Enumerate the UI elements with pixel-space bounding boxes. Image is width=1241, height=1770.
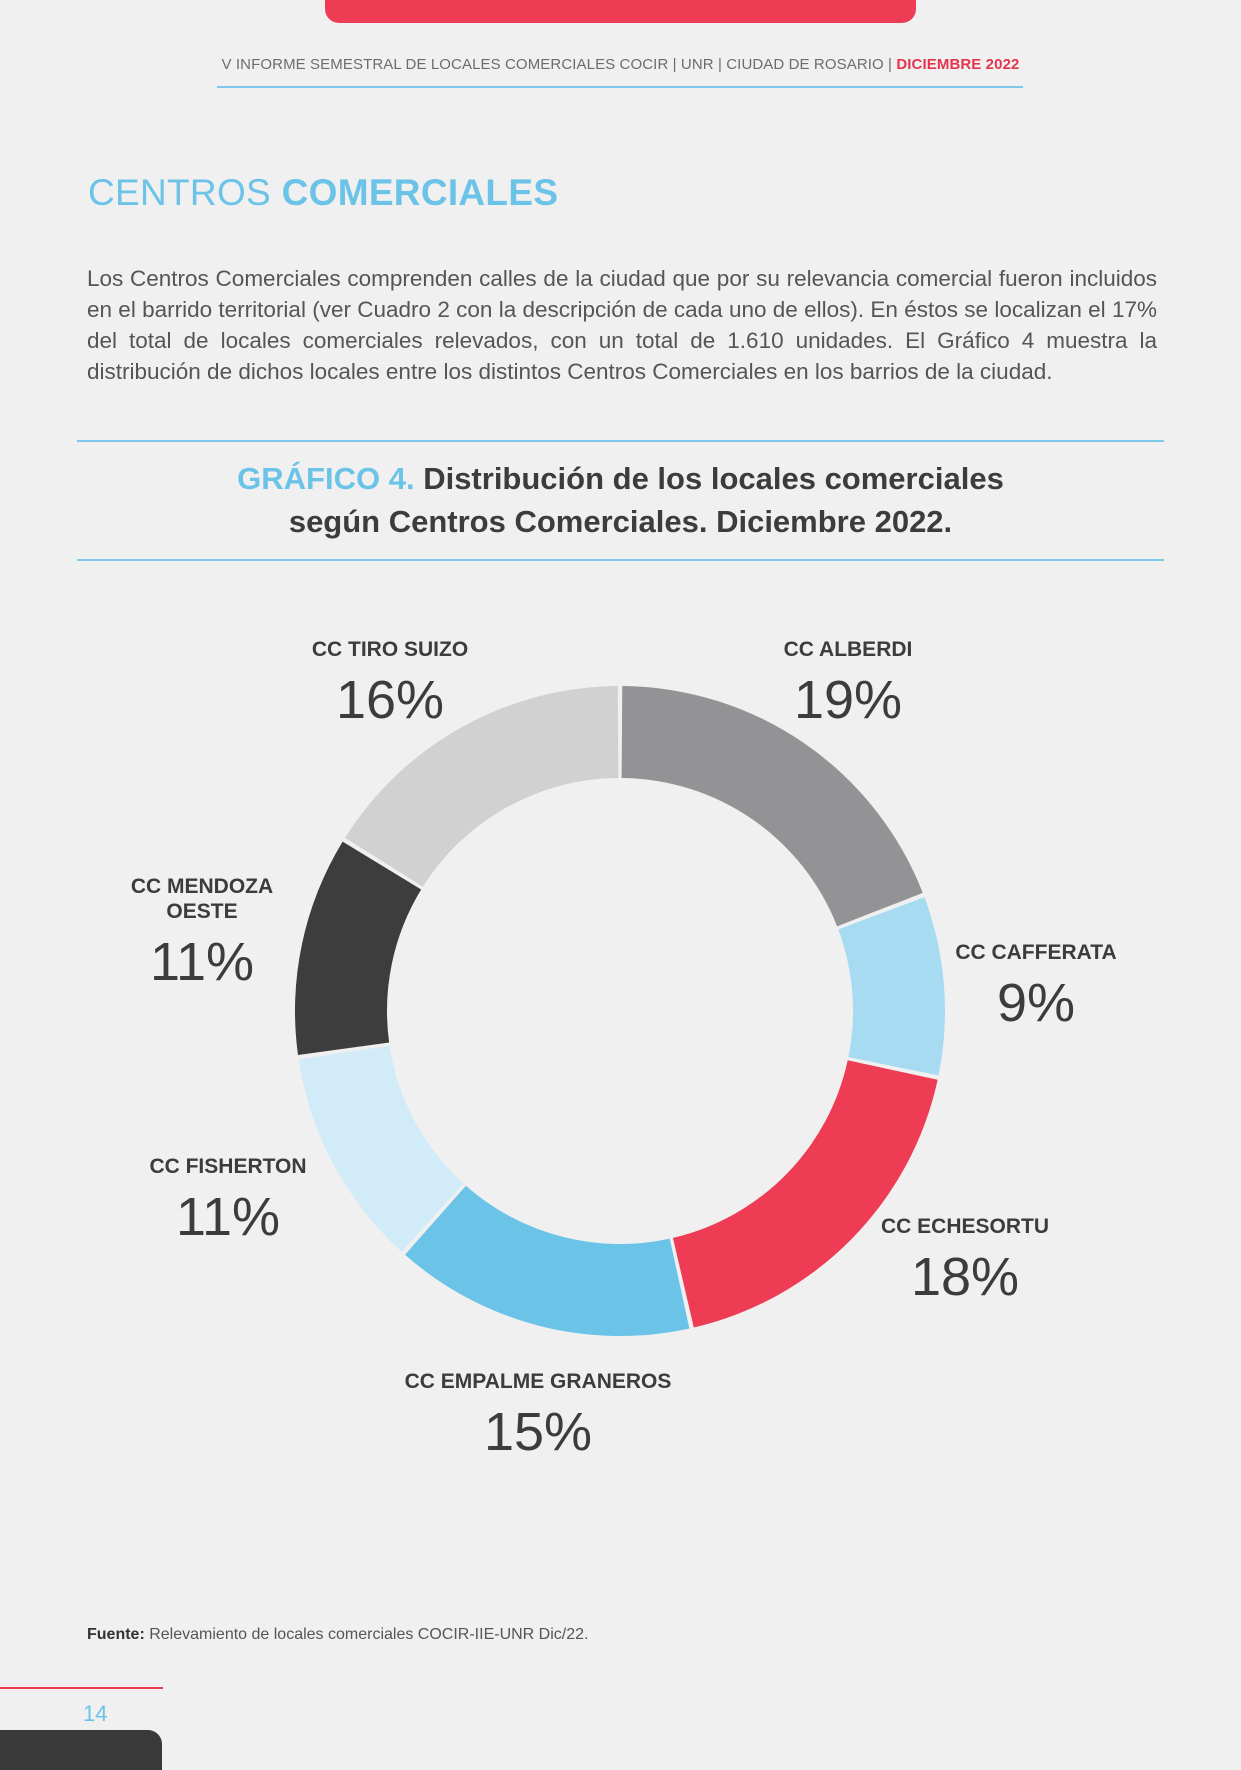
donut-slice-cc-tiro-suizo (345, 686, 619, 887)
page-number: 14 (83, 1701, 108, 1726)
section-title: CENTROS COMERCIALES (88, 172, 558, 214)
running-header-date: DICIEMBRE 2022 (896, 56, 1020, 73)
running-header: V INFORME SEMESTRAL DE LOCALES COMERCIAL… (0, 56, 1241, 73)
figure-title-line1: Distribución de los locales comerciales (414, 461, 1004, 496)
donut-slices (295, 686, 945, 1336)
donut-slice-cc-cafferata (838, 897, 945, 1076)
source-label: Fuente: (87, 1626, 145, 1643)
slice-category-label: CC EMPALME GRANEROS (405, 1370, 672, 1393)
header-divider (217, 86, 1023, 88)
figure-title-line2: según Centros Comerciales. Diciembre 202… (288, 504, 953, 539)
intro-paragraph: Los Centros Comerciales comprenden calle… (87, 266, 1157, 384)
slice-category-label: CC ECHESORTU (881, 1215, 1049, 1238)
bottom-decorative-tab (0, 1730, 162, 1770)
slice-percent-label: 16% (336, 670, 444, 730)
slice-category-label: CC FISHERTON (149, 1155, 306, 1178)
slice-category-label: CC TIRO SUIZO (312, 638, 468, 661)
slice-category-label: CC ALBERDI (784, 638, 913, 661)
section-title-light: CENTROS (88, 172, 282, 213)
footer-rule (0, 1687, 163, 1689)
donut-labels: CC ALBERDI 19% CC CAFFERATA 9% CC ECHESORTU 1… (131, 638, 1117, 1462)
figure-title: GRÁFICO 4. Distribución de los locales c… (0, 457, 1241, 543)
donut-slice-cc-echesortu (672, 1060, 938, 1328)
source-note: Fuente: Relevamiento de locales comercia… (87, 1626, 588, 1644)
figure-top-rule (77, 440, 1164, 442)
slice-percent-label: 11% (150, 932, 254, 992)
running-header-text: V INFORME SEMESTRAL DE LOCALES COMERCIAL… (221, 56, 893, 73)
slice-percent-label: 9% (997, 973, 1075, 1033)
slice-percent-label: 15% (484, 1402, 592, 1462)
figure-bottom-rule (77, 559, 1164, 561)
donut-slice-cc-empalme-graneros (404, 1185, 690, 1336)
slice-category-label: OESTE (166, 900, 237, 923)
section-title-bold: COMERCIALES (281, 172, 559, 213)
figure-number: GRÁFICO 4. (237, 461, 415, 496)
slice-percent-label: 18% (911, 1247, 1019, 1307)
donut-slice-cc-mendoza-oeste (295, 841, 422, 1056)
slice-category-label: CC CAFFERATA (955, 941, 1116, 964)
source-text: Relevamiento de locales comerciales COCI… (144, 1626, 589, 1643)
donut-slice-cc-alberdi (621, 686, 923, 927)
slice-percent-label: 11% (176, 1187, 280, 1247)
donut-slice-cc-fisherton (298, 1045, 464, 1252)
top-decorative-bar (325, 0, 916, 23)
slice-percent-label: 19% (794, 670, 902, 730)
slice-category-label: CC MENDOZA (131, 875, 273, 898)
